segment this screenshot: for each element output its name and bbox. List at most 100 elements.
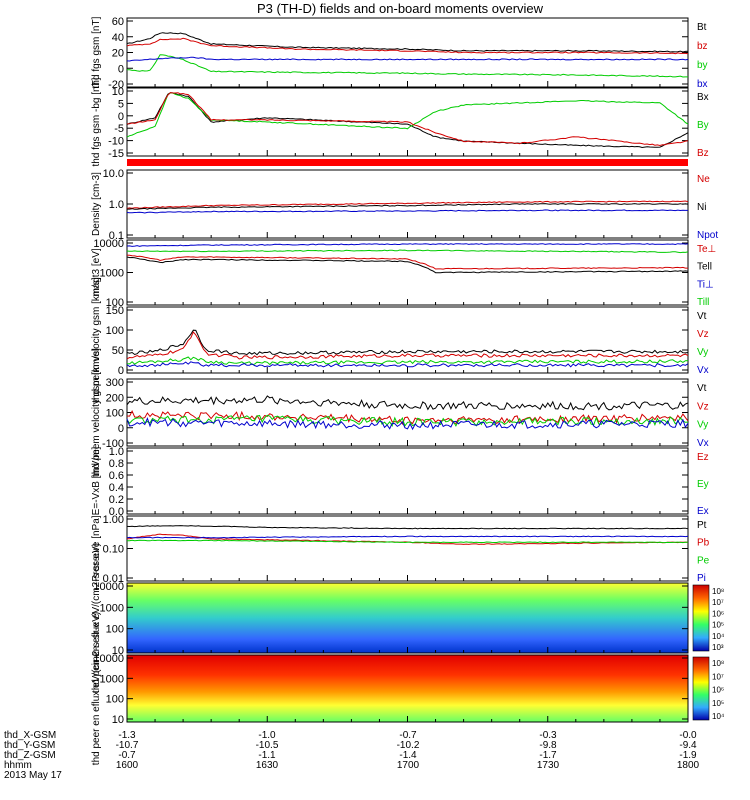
y-tick-label: 0.4 [109, 482, 124, 494]
y-tick-label: 50 [112, 345, 124, 357]
spectrogram [127, 655, 688, 722]
series-line-Vy [126, 414, 689, 427]
legend-label: Te⊥ [697, 244, 716, 255]
colorbar-tick-label: 10⁵ [712, 699, 724, 708]
legend-label: bz [697, 41, 708, 52]
legend-label: Npot [697, 230, 718, 241]
series-line-Bz [126, 92, 689, 147]
y-tick-label: 10.0 [103, 168, 124, 180]
y-tick-label: 300 [106, 377, 124, 389]
footer-value: -1.4 [399, 750, 417, 761]
series-line-Tell [126, 256, 689, 274]
y-tick-label: 0 [118, 365, 124, 377]
panel-frame [126, 378, 689, 447]
y-tick-label: -20 [108, 79, 124, 91]
y-tick-label: 0.2 [109, 494, 124, 506]
footer-value: -0.7 [118, 750, 136, 761]
footer-value: -0.0 [679, 730, 697, 741]
panel-1: 60 40 20 0 -20 thd fgs gsm [nT] Bt bz by bx [91, 16, 708, 91]
y-tick-label: 10 [112, 714, 124, 726]
series-line-Vt [126, 329, 689, 356]
y-tick-label: -100 [102, 438, 124, 450]
legend-label: Ne [697, 174, 710, 185]
series-line-Pe [127, 539, 688, 544]
y-tick-label: 1.00 [103, 514, 124, 526]
legend-label: Vz [697, 329, 709, 340]
figure-title: P3 (TH-D) fields and on-board moments ov… [257, 1, 544, 16]
legend-label: By [697, 120, 709, 131]
y-tick-label: 200 [106, 392, 124, 404]
colorbar-tick-label: 10⁸ [712, 587, 724, 596]
y-axis-label: thd fgs gsm [nT] [91, 16, 102, 88]
footer-value: -0.3 [539, 730, 557, 741]
legend-label: by [697, 60, 708, 71]
series-line-Bx [126, 92, 689, 149]
y-axis-label: Density [cm-3] [91, 172, 102, 236]
series-line-Till [126, 249, 689, 254]
series-line-Vz [126, 331, 689, 360]
footer-value: -1.3 [118, 730, 136, 741]
panel-4: 10000 1000 100 magt3 [eV] Te⊥ Tell Ti⊥ Till [91, 238, 716, 309]
spectrogram [127, 583, 688, 653]
y-tick-label: 0 [118, 423, 124, 435]
legend-label: Ex [697, 506, 709, 517]
series-line-bz [126, 37, 689, 55]
y-tick-label: 60 [112, 16, 124, 28]
y-tick-label: 10000 [93, 238, 124, 250]
legend-label: Ez [697, 452, 709, 463]
series-line-Ne [126, 200, 689, 209]
footer-value: 1800 [677, 760, 700, 771]
y-tick-label: 0 [118, 63, 124, 75]
series-line-Bt [126, 32, 689, 53]
y-tick-label: 100 [106, 297, 124, 309]
colorbar-tick-label: 10⁷ [712, 672, 724, 681]
legend-label: Vy [697, 347, 708, 358]
legend-label: Till [697, 297, 709, 308]
footer-value: -10.5 [256, 740, 279, 751]
y-tick-label: 0.6 [109, 470, 124, 482]
y-axis-label: thd fgs gsm -bg [nT] [91, 77, 102, 166]
y-tick-label: 10 [112, 86, 124, 98]
footer-value: -9.4 [679, 740, 697, 751]
y-tick-label: 10000 [93, 581, 124, 593]
series-line-bx [126, 56, 689, 62]
y-tick-label: 100 [106, 408, 124, 420]
y-axis-label: Pressure [nPa] [91, 515, 102, 581]
legend-label: Ey [697, 479, 709, 490]
y-tick-label: -10 [108, 136, 124, 148]
series-line-Vx [126, 361, 689, 368]
flag-bar [127, 159, 688, 166]
colorbar [692, 584, 710, 652]
y-tick-label: 0.1 [109, 230, 124, 242]
footer-value: 1730 [537, 760, 560, 771]
footer-value: -1.0 [258, 730, 276, 741]
legend-label: bx [697, 79, 708, 90]
footer-value: -10.2 [397, 740, 420, 751]
footer-value: 1600 [116, 760, 139, 771]
y-tick-label: 0 [118, 111, 124, 123]
series-line-Pt [126, 525, 689, 530]
legend-label: Vz [697, 401, 709, 412]
footer-row-label: hhmm [4, 760, 32, 771]
legend-label: Pe [697, 555, 710, 566]
legend-label: Pt [697, 520, 707, 531]
panel-3: 10.0 1.0 0.1 Density [cm-3] Ne Ni Npot [91, 168, 718, 242]
legend-label: Vy [697, 420, 708, 431]
y-tick-label: 100 [106, 694, 124, 706]
y-tick-label: 0.10 [103, 544, 124, 556]
panel-9: 10⁸ 10⁷ 10⁶ 10⁵ 10⁴ 10³ 10000 1000 100 10 thd peir… [91, 543, 725, 693]
y-tick-label: 150 [106, 305, 124, 317]
y-tick-label: 1.0 [109, 199, 124, 211]
footer-date: 2013 May 17 [4, 770, 62, 781]
legend-label: Vt [697, 311, 707, 322]
y-tick-label: 10 [112, 645, 124, 657]
footer-value: -9.8 [539, 740, 557, 751]
y-axis-label: E=-VxB [mV/m] [91, 446, 102, 515]
footer-value: 1700 [397, 760, 420, 771]
